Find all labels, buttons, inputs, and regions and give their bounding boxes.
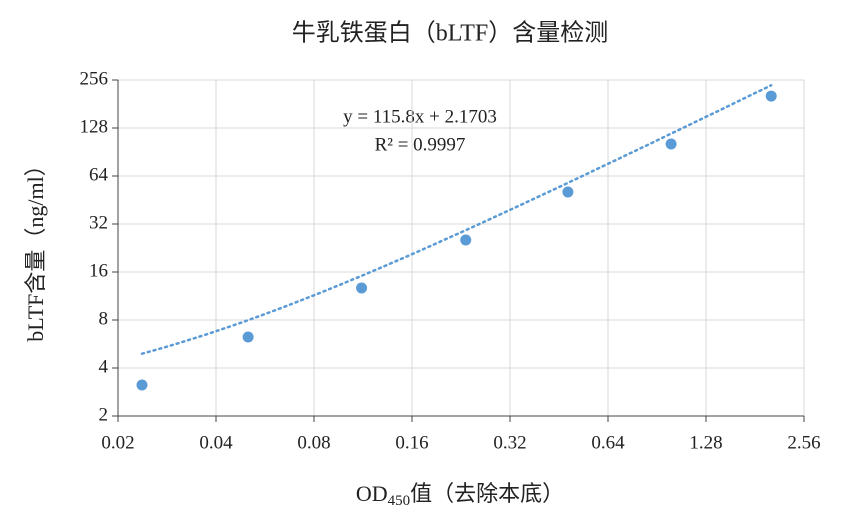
x-tick-label: 1.28 xyxy=(689,432,722,453)
y-tick-label: 8 xyxy=(99,308,109,329)
y-tick-label: 2 xyxy=(99,404,109,425)
x-axis-title: OD450值（去除本底） xyxy=(356,481,564,509)
x-title-part: OD xyxy=(356,481,388,506)
data-point xyxy=(562,186,574,198)
x-title-part: 值（去除本底） xyxy=(410,481,564,506)
trendline xyxy=(140,84,773,355)
data-point xyxy=(242,331,254,343)
y-axis-title: bLTF含量（ng/ml） xyxy=(23,154,48,341)
y-tick-label: 4 xyxy=(99,356,109,377)
data-point xyxy=(665,138,677,150)
y-tick-label: 16 xyxy=(89,260,108,281)
x-tick-label: 0.04 xyxy=(199,432,233,453)
x-tick-label: 0.32 xyxy=(493,432,526,453)
data-point xyxy=(356,282,368,294)
y-tick-label: 256 xyxy=(80,68,109,89)
y-tick-label: 128 xyxy=(80,116,109,137)
x-tick-label: 2.56 xyxy=(787,432,820,453)
x-tick-label: 0.16 xyxy=(395,432,428,453)
x-tick-label: 0.08 xyxy=(297,432,330,453)
trendline-r2: R² = 0.9997 xyxy=(375,134,466,155)
data-point xyxy=(765,90,777,102)
x-tick-label: 0.64 xyxy=(591,432,625,453)
x-title-sub: 450 xyxy=(388,493,411,509)
x-tick-label: 0.02 xyxy=(101,432,134,453)
y-tick-label: 64 xyxy=(89,164,109,185)
chart-title: 牛乳铁蛋白（bLTF）含量检测 xyxy=(292,20,608,47)
trendline-equation: y = 115.8x + 2.1703 xyxy=(343,106,497,127)
y-tick-label: 32 xyxy=(89,212,108,233)
data-point xyxy=(136,379,148,391)
data-point xyxy=(460,234,472,246)
